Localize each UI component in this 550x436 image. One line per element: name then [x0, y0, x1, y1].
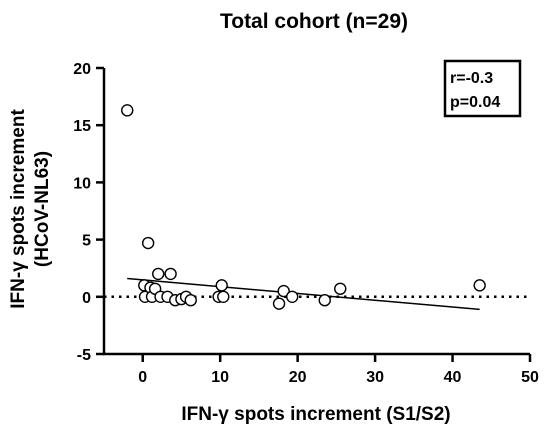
data-point	[286, 290, 299, 303]
y-axis-title-line1: IFN-γ spots increment	[8, 109, 29, 309]
data-point	[141, 236, 155, 250]
x-tick-label: 0	[138, 369, 147, 386]
data-point	[318, 294, 331, 307]
y-tick-label: 15	[73, 118, 91, 135]
x-tick-label: 10	[211, 369, 229, 386]
y-tick-label: 5	[82, 233, 91, 250]
data-point	[277, 284, 290, 298]
y-tick-label: 20	[73, 61, 91, 78]
axes: -5 0 5 10 15 20 0 10 20 30 40 50	[73, 61, 539, 386]
y-tick-label: -5	[77, 347, 91, 364]
stats-box: r=-0.3 p=0.04	[443, 59, 522, 118]
data-point	[152, 267, 165, 281]
y-tick-label: 0	[82, 290, 91, 307]
x-axis-title: IFN-γ spots increment (S1/S2)	[181, 404, 450, 425]
data-point	[215, 279, 228, 292]
r-value-label: r=-0.3	[450, 70, 493, 87]
data-point	[334, 282, 347, 295]
data-point	[184, 294, 197, 307]
fit-line	[127, 277, 480, 311]
p-value-label: p=0.04	[450, 94, 500, 111]
x-tick-label: 40	[444, 369, 462, 386]
regression-line	[127, 277, 480, 311]
data-point	[272, 297, 286, 310]
y-tick-label: 10	[73, 175, 91, 192]
data-point	[473, 279, 486, 292]
x-tick-label: 20	[289, 369, 307, 386]
x-tick-label: 50	[521, 369, 539, 386]
data-point	[121, 104, 134, 117]
y-axis-title: IFN-γ spots increment (HCoV-NL63)	[8, 109, 53, 309]
y-axis-title-line2: (HCoV-NL63)	[32, 151, 53, 267]
x-tick-label: 30	[366, 369, 384, 386]
data-points	[121, 104, 486, 310]
data-point	[164, 267, 177, 281]
chart-title: Total cohort (n=29)	[220, 10, 408, 33]
data-point	[217, 290, 230, 303]
